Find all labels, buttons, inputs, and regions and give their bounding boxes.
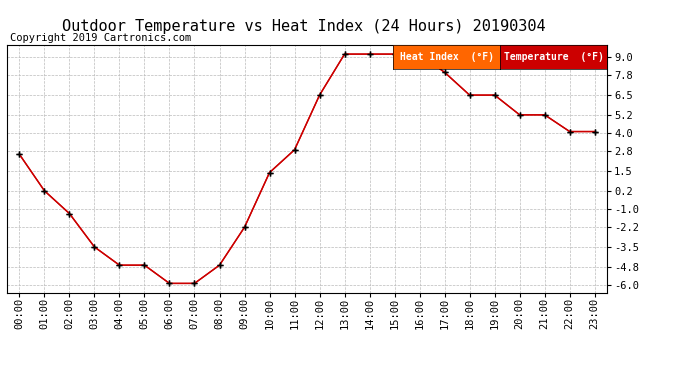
Text: Temperature  (°F): Temperature (°F) xyxy=(504,52,604,62)
Text: Copyright 2019 Cartronics.com: Copyright 2019 Cartronics.com xyxy=(10,33,192,43)
Text: Heat Index  (°F): Heat Index (°F) xyxy=(400,52,494,62)
Text: Outdoor Temperature vs Heat Index (24 Hours) 20190304: Outdoor Temperature vs Heat Index (24 Ho… xyxy=(62,19,545,34)
